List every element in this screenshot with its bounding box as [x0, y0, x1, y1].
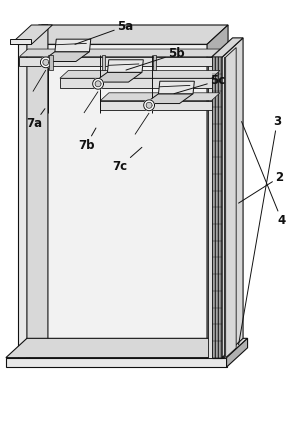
Polygon shape: [221, 57, 222, 358]
Polygon shape: [6, 338, 248, 358]
Polygon shape: [145, 94, 193, 104]
Polygon shape: [211, 38, 243, 57]
Polygon shape: [218, 57, 219, 358]
Polygon shape: [215, 57, 216, 358]
Text: 4: 4: [241, 121, 286, 227]
Text: 5c: 5c: [174, 74, 225, 94]
Polygon shape: [146, 102, 152, 108]
Polygon shape: [19, 49, 220, 57]
Polygon shape: [10, 25, 52, 44]
Polygon shape: [158, 81, 194, 94]
Polygon shape: [94, 72, 142, 82]
Text: 3: 3: [238, 115, 281, 345]
Polygon shape: [216, 57, 218, 358]
Polygon shape: [55, 39, 91, 52]
Polygon shape: [95, 81, 101, 87]
Polygon shape: [207, 25, 228, 360]
Polygon shape: [226, 48, 236, 358]
Polygon shape: [60, 70, 220, 78]
Polygon shape: [42, 52, 89, 61]
Polygon shape: [101, 93, 220, 101]
Polygon shape: [60, 78, 211, 88]
Polygon shape: [21, 25, 228, 44]
Polygon shape: [102, 55, 105, 70]
Polygon shape: [27, 25, 48, 360]
Text: 7a: 7a: [26, 109, 45, 130]
Polygon shape: [208, 57, 211, 358]
Polygon shape: [153, 55, 156, 70]
Text: 5a: 5a: [75, 20, 133, 44]
Polygon shape: [18, 44, 27, 360]
Polygon shape: [21, 44, 207, 360]
Polygon shape: [224, 57, 226, 358]
Polygon shape: [10, 39, 32, 44]
Text: 2: 2: [238, 171, 283, 203]
Polygon shape: [40, 57, 51, 68]
Polygon shape: [43, 59, 49, 65]
Polygon shape: [101, 101, 211, 110]
Text: 5b: 5b: [126, 47, 185, 70]
Polygon shape: [6, 358, 227, 367]
Polygon shape: [49, 55, 53, 70]
Text: 7c: 7c: [112, 147, 142, 173]
Text: 7b: 7b: [78, 128, 96, 152]
Polygon shape: [19, 57, 211, 66]
Polygon shape: [93, 78, 103, 89]
Polygon shape: [18, 25, 48, 44]
Polygon shape: [227, 338, 248, 367]
Polygon shape: [213, 57, 215, 358]
Polygon shape: [108, 60, 143, 72]
Polygon shape: [144, 100, 155, 111]
Polygon shape: [222, 38, 243, 358]
Polygon shape: [211, 57, 222, 358]
Polygon shape: [211, 57, 213, 358]
Polygon shape: [219, 57, 221, 358]
